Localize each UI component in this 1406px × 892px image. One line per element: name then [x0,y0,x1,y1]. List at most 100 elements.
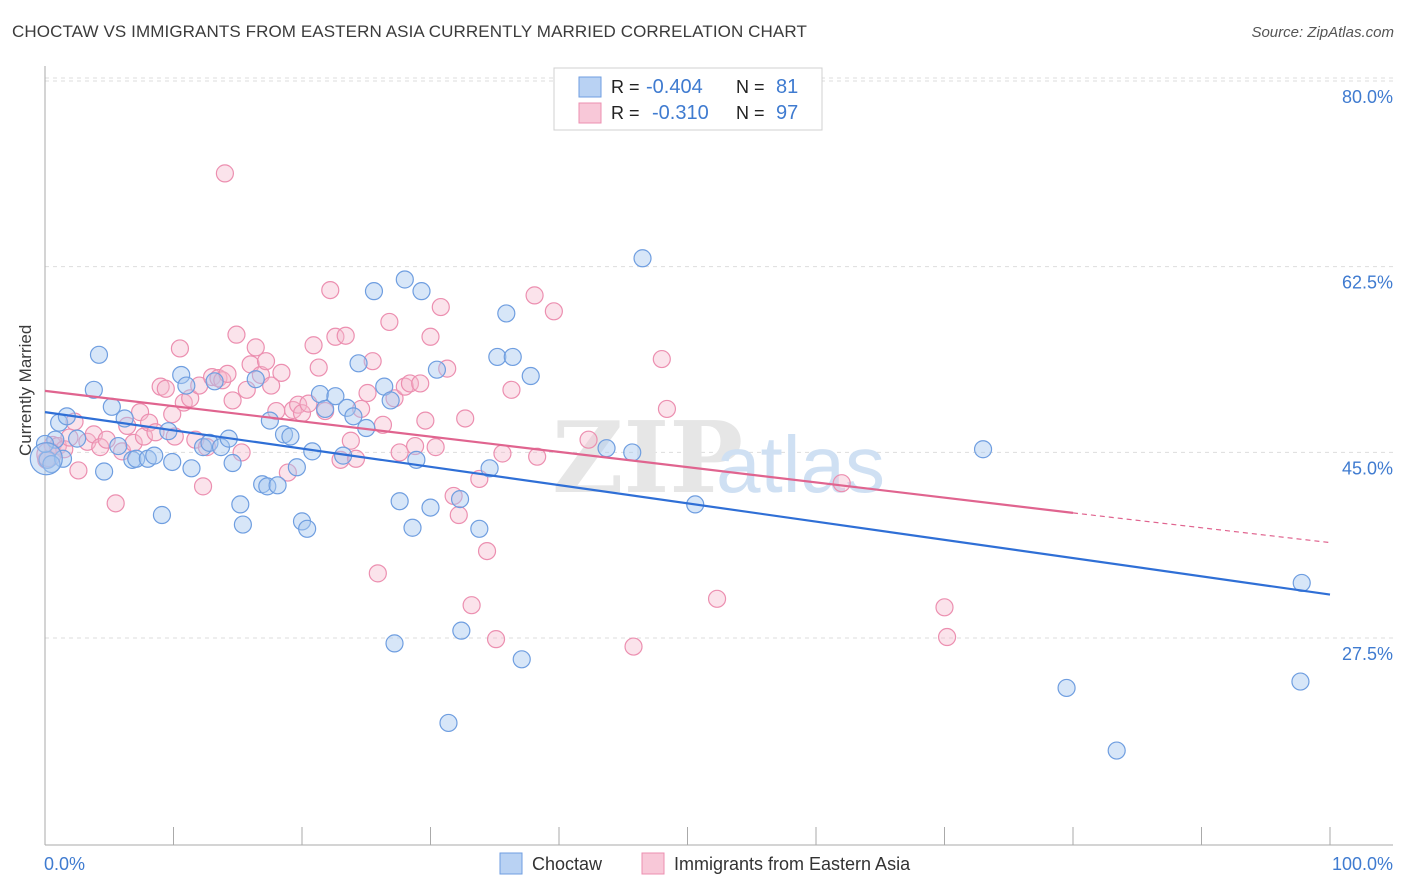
data-point-eastern-asia [336,326,355,345]
data-point-choctaw [623,443,642,462]
data-point-eastern-asia [400,374,420,393]
data-point-choctaw [42,454,61,474]
data-point-eastern-asia [832,474,851,493]
data-point-eastern-asia [579,430,598,449]
data-point-choctaw [109,436,128,456]
data-point-eastern-asia [405,436,425,456]
data-point-choctaw [503,347,522,367]
data-point-eastern-asia [502,380,521,399]
x-tick-label: 100.0% [1332,854,1393,874]
data-point-eastern-asia [321,280,340,300]
trend-lines [44,389,1331,596]
data-point-eastern-asia [358,383,377,403]
data-point-eastern-asia [156,379,175,398]
data-point-choctaw [470,519,489,538]
data-point-eastern-asia [411,374,430,393]
data-point-eastern-asia [456,409,475,428]
bottom-legend-choctaw: Choctaw [532,854,603,874]
data-point-eastern-asia [390,443,409,462]
data-point-choctaw [452,621,471,640]
data-point-choctaw [287,458,306,477]
bottom-legend-eastern-asia: Immigrants from Eastern Asia [674,854,911,874]
trend-line-eastern-asia [44,389,1074,514]
x-tick-label: 0.0% [44,854,85,874]
data-point-choctaw [53,449,73,468]
data-point-eastern-asia [309,358,328,377]
data-point-choctaw [246,370,265,389]
data-point-choctaw [281,427,300,446]
legend-n-label-1: N = [736,77,765,97]
data-point-eastern-asia [395,377,414,396]
data-point-choctaw [597,439,616,458]
data-point-choctaw [84,380,103,399]
data-point-choctaw [349,354,368,373]
series-choctaw-points [29,249,1311,760]
y-tick-label: 80.0% [1342,87,1393,107]
data-point-eastern-asia [341,431,360,450]
axes [44,66,1393,846]
data-point-choctaw [480,459,499,478]
data-point-choctaw [326,387,345,406]
data-point-eastern-asia [652,349,671,369]
bottom-swatch-choctaw [499,852,523,875]
source-credit: Source: ZipAtlas.com [1251,24,1394,41]
y-tick-label: 27.5% [1342,644,1393,664]
data-point-choctaw [1057,678,1076,698]
data-point-eastern-asia [416,411,435,430]
data-point-eastern-asia [227,325,246,344]
data-point-eastern-asia [106,494,125,513]
data-point-eastern-asia [363,352,382,371]
data-point-eastern-asia [426,438,445,457]
trend-line-eastern-asia-extension [1072,512,1331,544]
data-point-eastern-asia [657,399,677,419]
data-point-choctaw [412,282,431,301]
data-point-choctaw [364,282,384,301]
data-point-choctaw [344,407,363,426]
data-point-choctaw [973,440,993,459]
watermark-atlas: atlas [716,420,885,509]
data-point-eastern-asia [493,444,512,463]
y-tick-labels: 27.5% 45.0% 62.5% 80.0% [1342,87,1393,664]
data-point-eastern-asia [368,564,387,583]
legend-r-value-1: -0.404 [646,76,703,98]
legend-n-label-2: N = [736,103,765,123]
data-point-eastern-asia [278,463,297,482]
data-point-choctaw [298,519,317,538]
data-point-eastern-asia [256,352,276,371]
y-tick-label: 62.5% [1342,273,1393,293]
data-point-eastern-asia [352,399,371,419]
data-point-choctaw [1291,672,1310,691]
data-point-choctaw [403,518,422,537]
data-point-eastern-asia [421,327,440,346]
legend-swatch-choctaw [578,76,602,98]
legend-swatch-eastern-asia [578,102,602,124]
data-point-eastern-asia [935,598,954,617]
data-point-choctaw [512,650,531,669]
data-point-choctaw [439,713,458,733]
data-point-choctaw [163,452,182,472]
legend-n-value-1: 81 [776,76,798,98]
data-point-choctaw [450,490,470,509]
data-point-eastern-asia [477,541,497,561]
data-point-choctaw [427,360,447,379]
data-point-choctaw [497,304,516,323]
data-point-choctaw [488,347,507,367]
data-point-eastern-asia [304,336,323,355]
data-point-eastern-asia [937,627,957,647]
data-point-choctaw [390,492,409,511]
data-point-eastern-asia [707,589,727,608]
data-point-eastern-asia [246,338,265,357]
data-point-choctaw [385,634,404,653]
data-point-choctaw [381,391,400,410]
legend-n-value-2: 97 [776,102,798,124]
data-point-choctaw [177,376,196,395]
chart-title: CHOCTAW VS IMMIGRANTS FROM EASTERN ASIA … [12,22,807,41]
series-immigrants-eastern-asia-points [36,164,957,656]
data-point-choctaw [421,498,440,517]
data-point-eastern-asia [97,430,116,449]
data-point-eastern-asia [91,438,110,457]
data-point-choctaw [633,249,652,268]
legend-r-label-1: R = [611,77,640,97]
data-point-eastern-asia [544,302,563,321]
